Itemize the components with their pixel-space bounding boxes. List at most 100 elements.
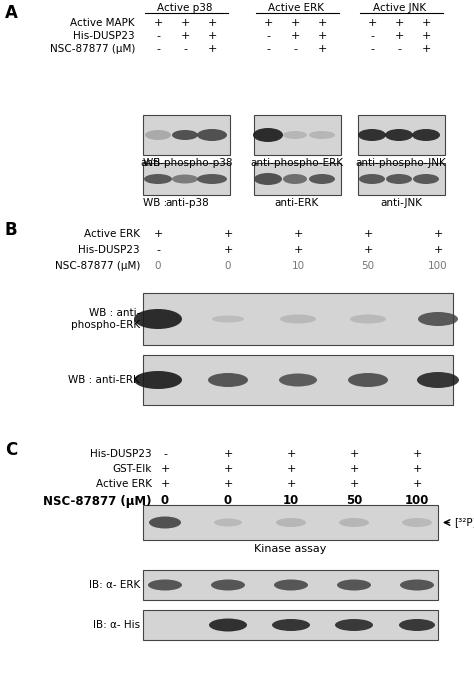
- Text: +: +: [180, 31, 190, 41]
- Text: +: +: [286, 464, 296, 474]
- Text: Active MAPK: Active MAPK: [70, 18, 135, 28]
- Text: +: +: [394, 31, 404, 41]
- Text: 0: 0: [155, 261, 161, 271]
- Text: 0: 0: [225, 261, 231, 271]
- Text: WB : anti-ERK: WB : anti-ERK: [68, 375, 140, 385]
- Text: +: +: [317, 18, 327, 28]
- Text: -: -: [370, 44, 374, 54]
- Text: 100: 100: [405, 495, 429, 508]
- Text: +: +: [223, 449, 233, 459]
- Text: His-DUSP23: His-DUSP23: [73, 31, 135, 41]
- Ellipse shape: [400, 580, 434, 590]
- Ellipse shape: [145, 130, 171, 140]
- Text: -: -: [266, 44, 270, 54]
- Text: +: +: [286, 449, 296, 459]
- Text: +: +: [421, 44, 431, 54]
- Ellipse shape: [148, 580, 182, 590]
- Ellipse shape: [208, 373, 248, 387]
- Text: anti-phospho-p38: anti-phospho-p38: [141, 158, 233, 168]
- Ellipse shape: [350, 315, 386, 324]
- Bar: [143, 505, 438, 540]
- Text: -: -: [293, 44, 297, 54]
- Text: +: +: [207, 18, 217, 28]
- Text: -: -: [156, 44, 160, 54]
- Text: WB : anti-: WB : anti-: [89, 308, 140, 318]
- Text: +: +: [207, 31, 217, 41]
- Text: +: +: [293, 229, 303, 239]
- Ellipse shape: [253, 128, 283, 142]
- Ellipse shape: [254, 173, 282, 185]
- Bar: [143, 355, 453, 405]
- Text: 10: 10: [292, 261, 305, 271]
- Text: His-DUSP23: His-DUSP23: [91, 449, 152, 459]
- Ellipse shape: [272, 619, 310, 631]
- Text: +: +: [207, 44, 217, 54]
- Text: Active p38: Active p38: [157, 3, 213, 13]
- Text: -: -: [156, 245, 160, 255]
- Text: WB :: WB :: [143, 158, 167, 168]
- Text: -: -: [370, 31, 374, 41]
- Text: +: +: [421, 18, 431, 28]
- Text: 50: 50: [346, 495, 362, 508]
- Ellipse shape: [402, 518, 432, 527]
- Text: anti-ERK: anti-ERK: [275, 198, 319, 208]
- Text: +: +: [290, 31, 300, 41]
- Bar: [143, 570, 438, 600]
- Text: +: +: [349, 449, 359, 459]
- Text: [³²P]-Elk: [³²P]-Elk: [454, 518, 474, 528]
- Ellipse shape: [359, 174, 385, 184]
- Ellipse shape: [348, 373, 388, 387]
- Text: +: +: [363, 245, 373, 255]
- Text: Active ERK: Active ERK: [84, 229, 140, 239]
- Text: NSC-87877 (μM): NSC-87877 (μM): [50, 44, 135, 54]
- Text: -: -: [156, 31, 160, 41]
- Text: +: +: [223, 464, 233, 474]
- Ellipse shape: [418, 312, 458, 326]
- Text: Active JNK: Active JNK: [374, 3, 427, 13]
- Text: +: +: [349, 464, 359, 474]
- Text: B: B: [5, 221, 18, 239]
- Text: +: +: [367, 18, 377, 28]
- Text: +: +: [264, 18, 273, 28]
- Ellipse shape: [279, 373, 317, 386]
- Bar: [143, 293, 453, 345]
- Text: 0: 0: [161, 495, 169, 508]
- Text: +: +: [290, 18, 300, 28]
- Text: +: +: [317, 31, 327, 41]
- Text: +: +: [223, 229, 233, 239]
- Text: anti-p38: anti-p38: [165, 198, 209, 208]
- Text: anti-phospho-JNK: anti-phospho-JNK: [356, 158, 447, 168]
- Ellipse shape: [309, 174, 335, 184]
- Ellipse shape: [197, 129, 227, 141]
- Ellipse shape: [212, 315, 244, 322]
- Bar: [254, 115, 341, 155]
- Text: +: +: [153, 18, 163, 28]
- Text: -: -: [163, 449, 167, 459]
- Ellipse shape: [172, 130, 198, 140]
- Ellipse shape: [399, 619, 435, 631]
- Text: -: -: [183, 44, 187, 54]
- Ellipse shape: [335, 619, 373, 631]
- Text: +: +: [286, 479, 296, 489]
- Bar: [358, 115, 445, 155]
- Ellipse shape: [172, 175, 198, 183]
- Ellipse shape: [358, 129, 386, 141]
- Text: +: +: [349, 479, 359, 489]
- Text: IB: α- His: IB: α- His: [93, 620, 140, 630]
- Text: +: +: [180, 18, 190, 28]
- Text: GST-Elk: GST-Elk: [113, 464, 152, 474]
- Text: anti-phospho-ERK: anti-phospho-ERK: [250, 158, 344, 168]
- Bar: [254, 163, 341, 195]
- Text: NSC-87877 (μM): NSC-87877 (μM): [55, 261, 140, 271]
- Text: -: -: [266, 31, 270, 41]
- Bar: [358, 163, 445, 195]
- Ellipse shape: [197, 174, 227, 184]
- Ellipse shape: [413, 174, 439, 184]
- Text: NSC-87877 (μM): NSC-87877 (μM): [44, 495, 152, 508]
- Text: +: +: [412, 449, 422, 459]
- Text: Active ERK: Active ERK: [96, 479, 152, 489]
- Ellipse shape: [209, 619, 247, 632]
- Text: 100: 100: [428, 261, 448, 271]
- Text: +: +: [433, 245, 443, 255]
- Ellipse shape: [283, 174, 307, 184]
